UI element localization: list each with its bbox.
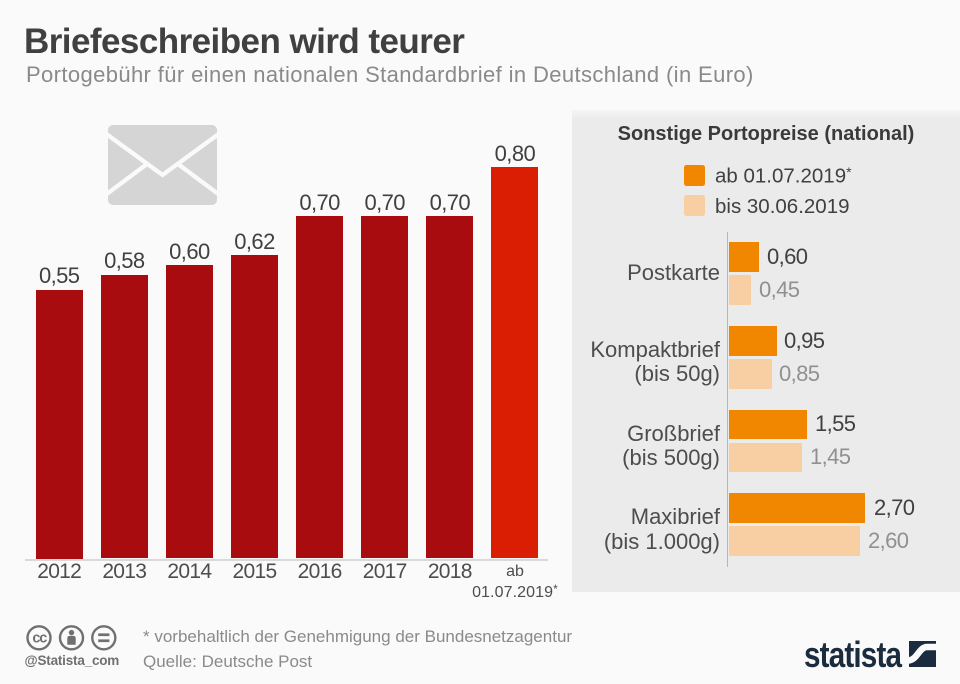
svg-text:cc: cc xyxy=(32,631,47,647)
